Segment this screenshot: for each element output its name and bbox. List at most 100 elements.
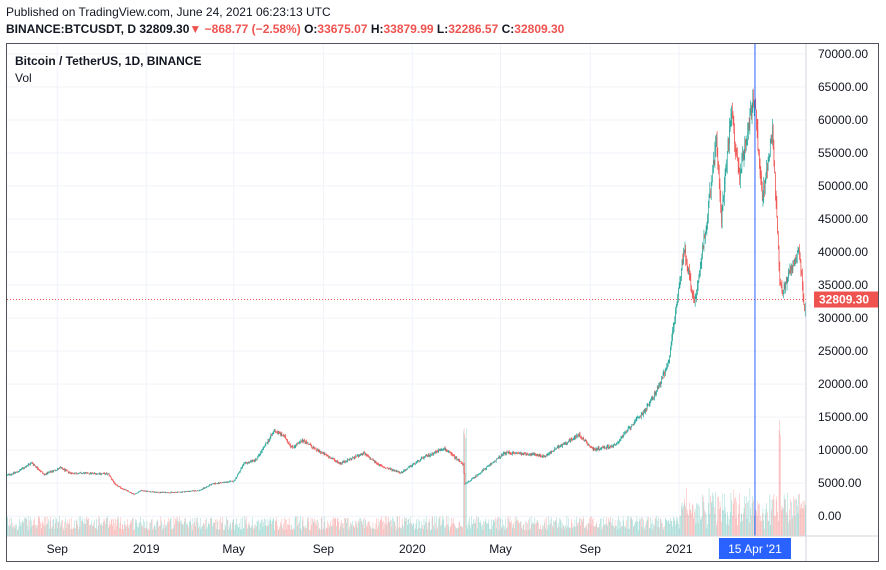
volume-bar [775, 500, 777, 536]
candle-body [42, 472, 43, 474]
candle-body [136, 492, 138, 494]
volume-bar [45, 516, 46, 536]
volume-bar [759, 521, 761, 536]
volume-bar [796, 505, 798, 536]
candle-body [334, 459, 336, 461]
volume-bar [776, 496, 778, 536]
volume-bar [258, 519, 259, 536]
candle-body [330, 458, 331, 459]
candle-body [16, 471, 17, 473]
volume-bar [667, 519, 669, 536]
published-note: Published on TradingView.com, June 24, 2… [6, 5, 331, 19]
volume-bar [711, 501, 713, 536]
volume-bar [466, 428, 467, 536]
volume-bar [68, 523, 70, 536]
volume-bar [538, 522, 539, 536]
volume-bar [136, 520, 138, 536]
volume-bar [16, 529, 18, 536]
candle-body [336, 461, 338, 462]
candle-body [395, 470, 396, 472]
candle-body [619, 440, 621, 441]
price-change: −868.77 (−2.58%) [204, 22, 301, 36]
candle-body [170, 492, 171, 494]
volume-bar [102, 525, 103, 536]
volume-bar [142, 525, 143, 536]
volume-bar [218, 529, 219, 536]
candle-body [622, 436, 623, 438]
candle-body [667, 362, 669, 365]
volume-bar [700, 519, 702, 536]
volume-bar [290, 529, 291, 536]
volume-bar [172, 528, 173, 536]
candle-body [59, 467, 60, 469]
volume-bar [666, 519, 668, 536]
candle-body [792, 265, 794, 270]
candle-body [641, 413, 643, 415]
volume-bar [165, 527, 167, 536]
candle-body [371, 459, 372, 460]
candle-body [694, 299, 695, 303]
volume-bar [284, 517, 286, 536]
volume-bar [375, 523, 377, 536]
volume-bar [288, 524, 289, 536]
candle-body [246, 462, 248, 464]
candle-body [466, 482, 468, 484]
candle-body [260, 452, 261, 455]
volume-bar [570, 527, 571, 536]
candle-body [604, 447, 606, 449]
candle-body [564, 443, 565, 445]
candle-body [128, 491, 130, 493]
volume-bar [597, 527, 599, 536]
volume-bar [246, 523, 248, 536]
candle-body [86, 472, 87, 474]
candle-body [310, 444, 312, 447]
candle-body [523, 452, 525, 455]
candle-body [423, 458, 424, 459]
chart-frame[interactable] [6, 43, 879, 562]
candle-body [688, 269, 689, 273]
candle-body [432, 452, 433, 455]
volume-bar [616, 525, 617, 536]
volume-bar [548, 516, 549, 536]
candle-body [746, 141, 748, 143]
candle-body [24, 466, 26, 468]
volume-bar [436, 516, 437, 536]
volume-bar [328, 527, 330, 536]
candle-body [416, 461, 417, 463]
candle-body [585, 440, 587, 442]
candle-body [124, 489, 126, 491]
candle-body [390, 468, 392, 470]
volume-bar [90, 524, 92, 536]
volume-bar [410, 522, 412, 536]
candle-body [267, 440, 269, 444]
volume-bar [508, 518, 509, 536]
volume-bar [229, 522, 231, 536]
volume-bar [41, 523, 43, 536]
volume-bar [708, 488, 710, 536]
volume-bar [296, 525, 298, 536]
volume-bar [552, 527, 554, 536]
candle-body [110, 477, 112, 479]
volume-bar [62, 527, 64, 536]
candle-body [646, 405, 648, 410]
volume-bar [624, 526, 625, 536]
candle-body [492, 462, 494, 463]
candle-body [747, 131, 748, 142]
volume-bar [291, 524, 292, 536]
candle-body [355, 456, 357, 458]
volume-bar [641, 526, 643, 536]
volume-bar [395, 525, 396, 536]
volume-bar [121, 529, 122, 536]
volume-bar [91, 520, 92, 536]
volume-bar [469, 524, 471, 536]
candle-body [369, 457, 370, 459]
volume-bar [27, 516, 29, 536]
candle-body [190, 490, 191, 492]
volume-bar [367, 522, 369, 536]
candle-body [493, 461, 495, 463]
y-tick-label: 0.00 [818, 509, 842, 523]
candle-body [581, 438, 583, 440]
volume-bar [14, 528, 16, 536]
candle-body [748, 123, 749, 132]
